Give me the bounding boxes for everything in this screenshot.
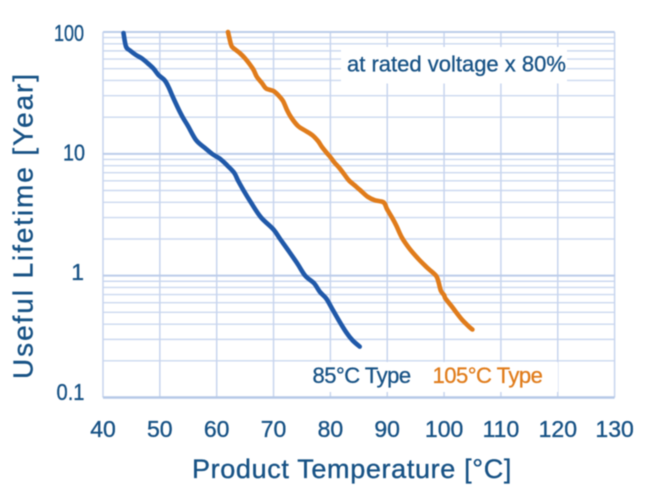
svg-text:Product Temperature [°C]: Product Temperature [°C] bbox=[192, 454, 512, 484]
svg-text:1: 1 bbox=[71, 259, 84, 285]
svg-text:100: 100 bbox=[425, 416, 463, 442]
svg-text:0.1: 0.1 bbox=[57, 379, 85, 405]
svg-text:50: 50 bbox=[147, 416, 173, 442]
svg-text:80: 80 bbox=[318, 416, 344, 442]
svg-text:120: 120 bbox=[539, 416, 577, 442]
svg-text:40: 40 bbox=[90, 416, 116, 442]
svg-text:90: 90 bbox=[374, 416, 400, 442]
svg-text:at rated voltage x 80%: at rated voltage x 80% bbox=[347, 52, 566, 77]
svg-text:10: 10 bbox=[63, 139, 85, 165]
svg-text:110: 110 bbox=[483, 416, 520, 442]
svg-text:70: 70 bbox=[261, 416, 287, 442]
svg-text:85°C Type: 85°C Type bbox=[313, 363, 411, 388]
svg-text:130: 130 bbox=[595, 416, 633, 442]
svg-text:Useful Lifetime [Year]: Useful Lifetime [Year] bbox=[8, 72, 39, 379]
svg-text:105°C Type: 105°C Type bbox=[433, 363, 543, 388]
svg-text:100: 100 bbox=[54, 20, 84, 46]
svg-text:60: 60 bbox=[204, 416, 230, 442]
